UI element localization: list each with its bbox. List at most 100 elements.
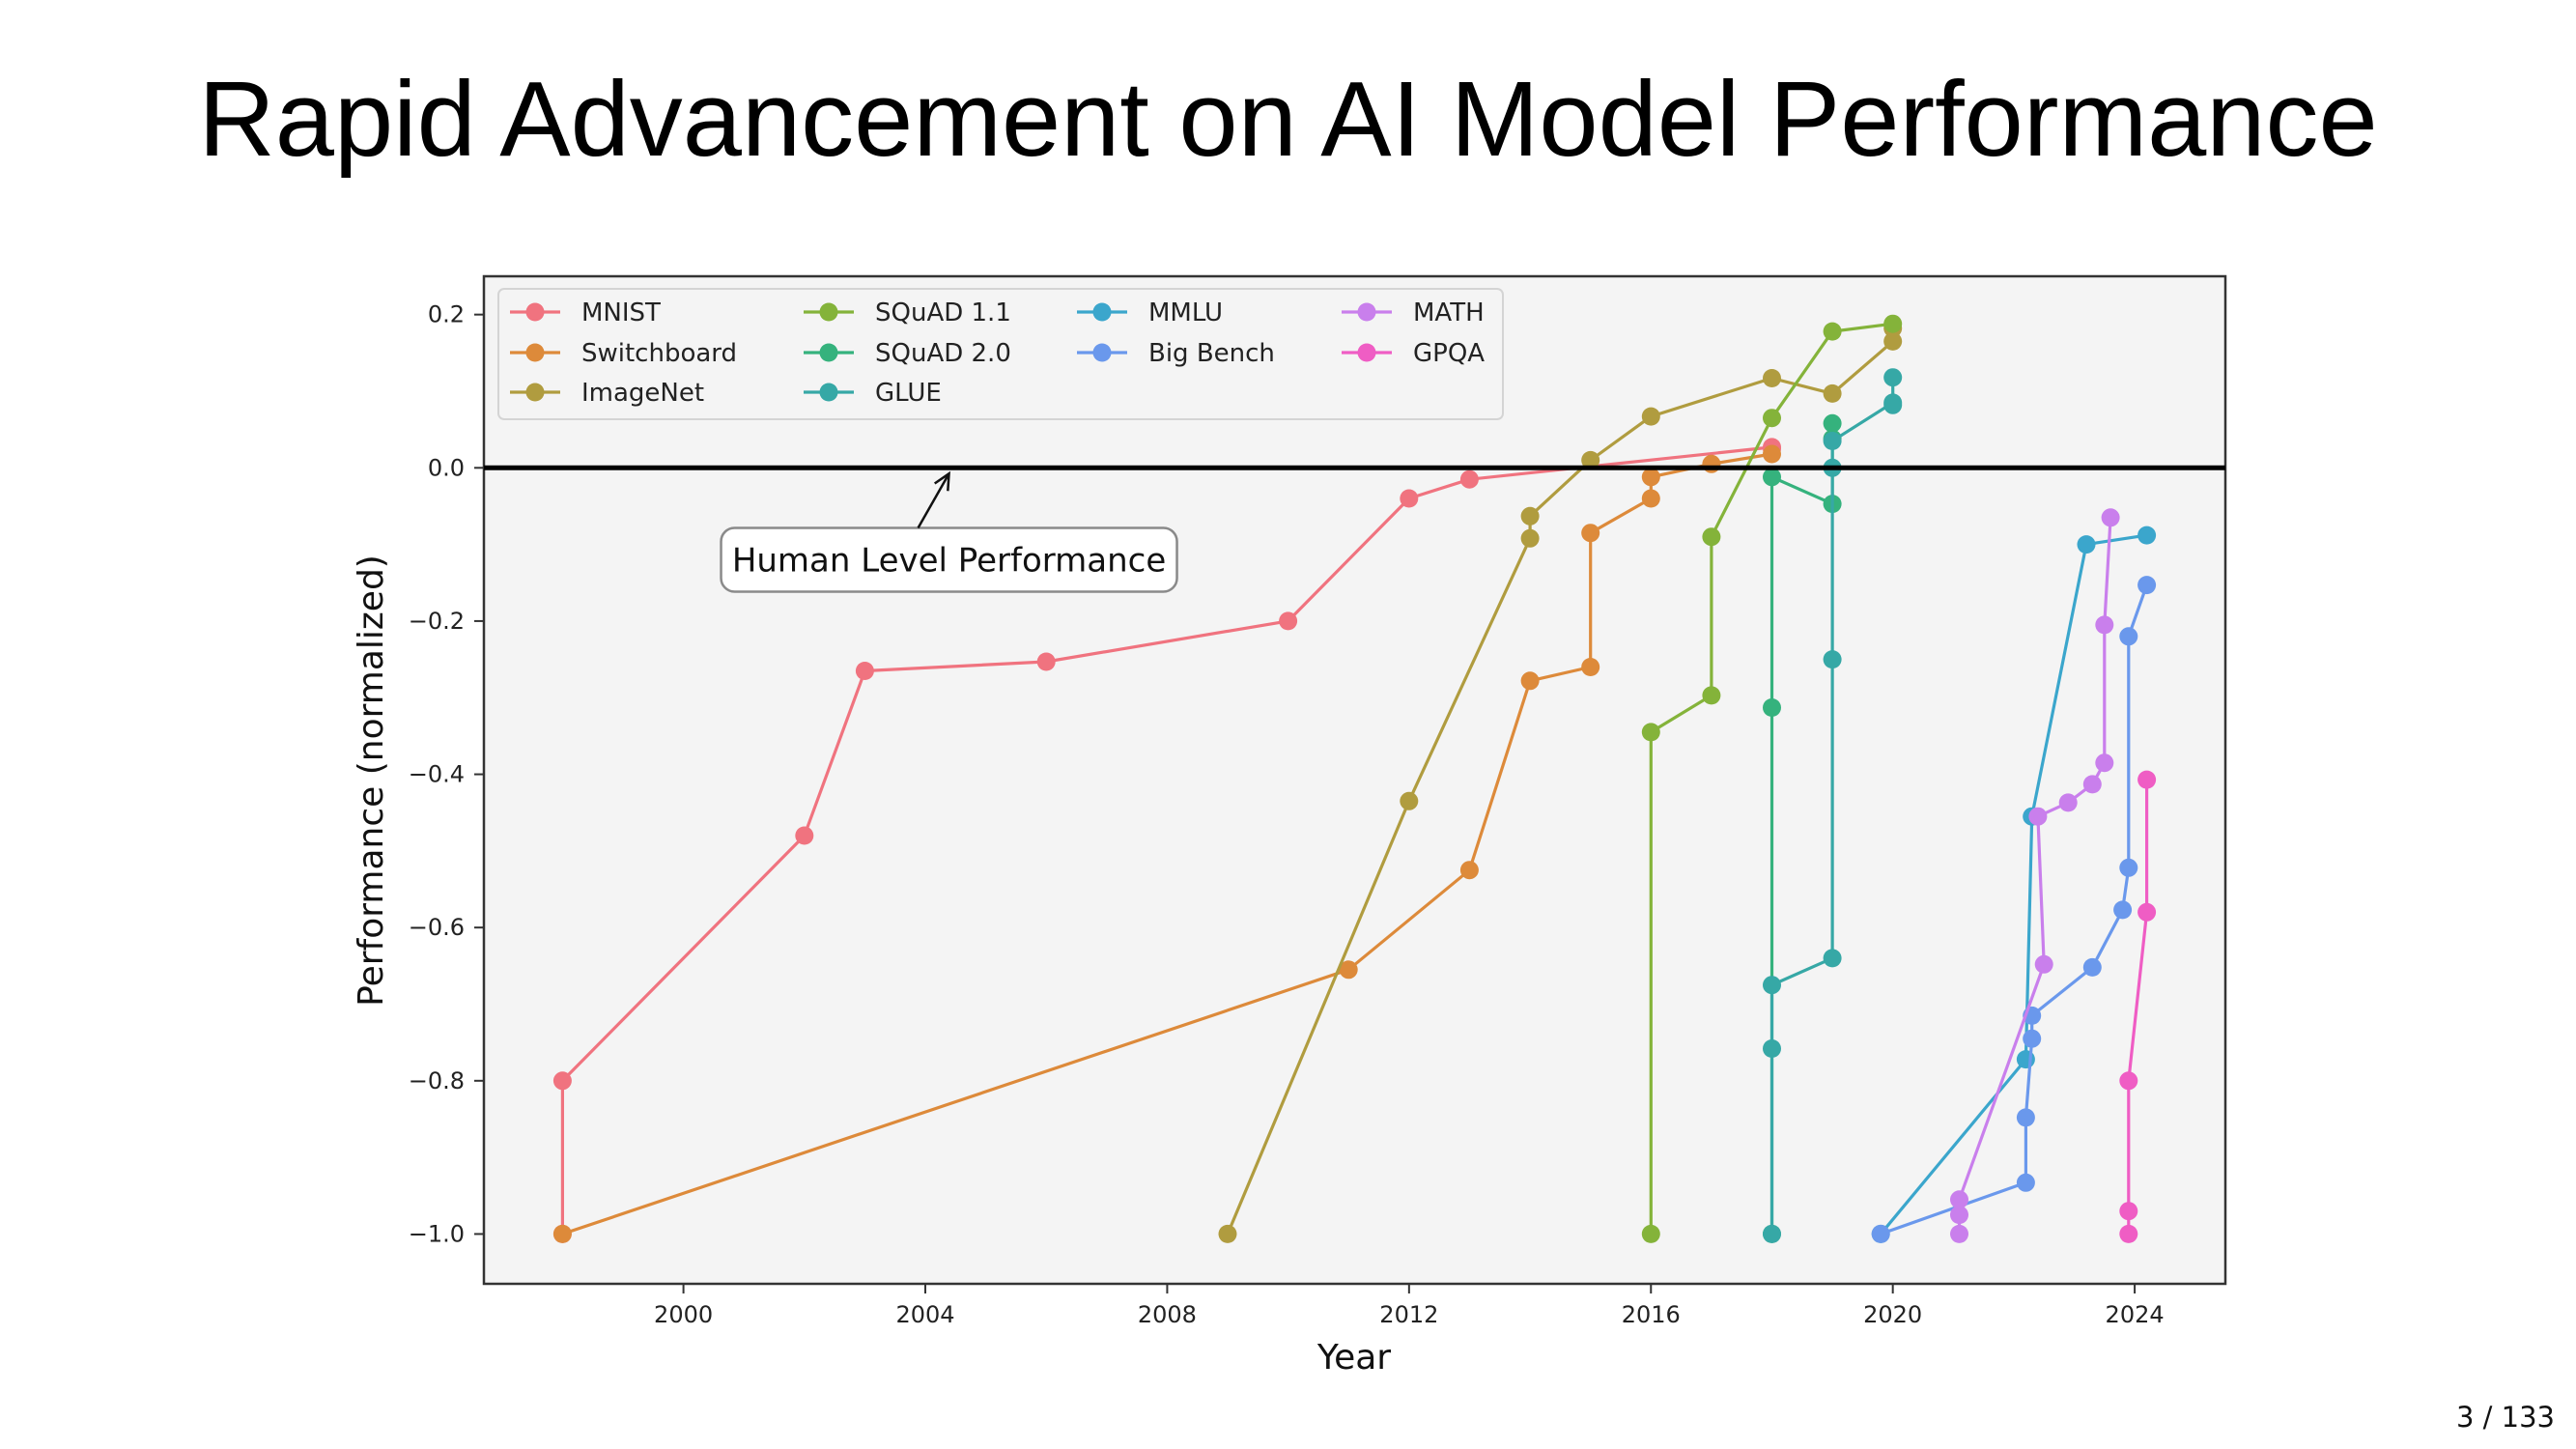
- legend-marker: [819, 383, 838, 402]
- legend-label: MATH: [1413, 298, 1485, 327]
- y-tick-label: −0.4: [409, 761, 465, 788]
- legend-item: GLUE: [804, 379, 942, 408]
- annotation-text: Human Level Performance: [732, 541, 1166, 580]
- data-point: [1459, 861, 1479, 880]
- data-point: [1036, 652, 1056, 671]
- data-point: [1763, 444, 1781, 464]
- legend-box: [497, 288, 1504, 420]
- data-point: [1883, 368, 1903, 387]
- data-point: [1950, 1224, 1968, 1243]
- human-level-annotation: Human Level Performance: [720, 470, 1178, 593]
- data-point: [2137, 770, 2157, 789]
- legend-marker: [819, 302, 838, 322]
- legend-item: SQuAD 1.1: [804, 298, 1011, 327]
- x-tick-label: 2024: [2106, 1301, 2165, 1328]
- annotation-box: [720, 526, 1178, 593]
- data-point: [2137, 576, 2157, 595]
- x-axis-label: Year: [1316, 1338, 1391, 1378]
- data-point: [2095, 753, 2114, 773]
- data-point: [1763, 698, 1781, 717]
- series-line: [1226, 327, 1895, 1236]
- data-point: [855, 662, 874, 680]
- data-point: [1883, 395, 1903, 414]
- series-math: [1950, 508, 2120, 1243]
- data-point: [1641, 407, 1660, 426]
- x-tick-label: 2000: [654, 1301, 713, 1328]
- y-tick-label: −0.6: [409, 914, 465, 941]
- series-gpqa: [2119, 770, 2157, 1243]
- data-point: [1763, 1224, 1781, 1243]
- data-point: [1823, 384, 1842, 403]
- x-tick-label: 2012: [1379, 1301, 1438, 1328]
- data-point: [1823, 949, 1842, 968]
- legend-label: Big Bench: [1148, 339, 1275, 368]
- data-point: [1581, 450, 1600, 469]
- legend-item: ImageNet: [510, 379, 704, 408]
- x-tick-label: 2008: [1138, 1301, 1197, 1328]
- data-point: [2082, 775, 2102, 794]
- y-tick-label: 0.0: [428, 454, 465, 481]
- legend-marker: [1357, 302, 1376, 322]
- slide-title: Rapid Advancement on AI Model Performanc…: [198, 60, 2378, 179]
- legend-marker: [1357, 343, 1376, 362]
- page-counter: 3 / 133: [2455, 1401, 2555, 1434]
- legend-label: SQuAD 1.1: [875, 298, 1011, 327]
- legend-item: Big Bench: [1077, 339, 1275, 368]
- y-tick-label: −0.2: [409, 608, 465, 635]
- data-point: [2119, 858, 2138, 877]
- data-point: [2082, 957, 2102, 977]
- series-imagenet: [1218, 319, 1903, 1243]
- data-point: [2119, 1071, 2138, 1091]
- data-point: [1763, 976, 1781, 995]
- x-axis-ticks: 2000 2004 2008 2012 2016 2020 2024: [654, 1284, 2165, 1328]
- data-point: [2119, 1202, 2138, 1221]
- legend-label: Switchboard: [581, 339, 737, 368]
- data-point: [2137, 526, 2157, 545]
- data-point: [1459, 469, 1479, 489]
- data-point: [1763, 369, 1781, 387]
- y-tick-label: −1.0: [409, 1220, 465, 1247]
- data-point: [2016, 1108, 2035, 1127]
- data-point: [1823, 322, 1842, 341]
- legend-label: ImageNet: [581, 379, 704, 408]
- data-point: [2095, 615, 2114, 635]
- data-point: [1823, 413, 1842, 433]
- series-line: [1880, 584, 2149, 1236]
- data-point: [1883, 314, 1903, 333]
- y-tick-label: 0.2: [428, 301, 465, 328]
- data-point: [1641, 1224, 1660, 1243]
- data-point: [1400, 489, 1419, 508]
- plot-area: [482, 274, 2227, 1286]
- series-line: [560, 445, 1774, 1235]
- data-point: [1279, 611, 1298, 631]
- legend-item: MATH: [1342, 298, 1485, 327]
- data-point: [2119, 1224, 2138, 1243]
- x-tick-label: 2016: [1622, 1301, 1681, 1328]
- data-point: [1950, 1206, 1968, 1225]
- legend-item: GPQA: [1342, 339, 1485, 368]
- legend-label: GLUE: [875, 379, 942, 408]
- data-point: [552, 1071, 572, 1091]
- x-tick-label: 2004: [895, 1301, 954, 1328]
- data-point: [1520, 528, 1540, 548]
- data-point: [795, 826, 814, 845]
- data-point: [1871, 1224, 1890, 1243]
- data-point: [1883, 331, 1903, 351]
- data-point: [1520, 506, 1540, 526]
- legend-marker: [819, 343, 838, 362]
- legend-label: MNIST: [581, 298, 661, 327]
- data-point: [2101, 508, 2120, 527]
- data-point: [2016, 1173, 2035, 1192]
- x-tick-label: 2020: [1863, 1301, 1922, 1328]
- data-point: [1823, 650, 1842, 669]
- data-point: [2113, 900, 2133, 920]
- y-axis-label: Performance (normalized): [352, 554, 391, 1007]
- data-point: [1702, 686, 1721, 705]
- annotation-arrow: [917, 472, 950, 529]
- legend: MNIST Switchboard ImageNet SQuAD 1.1 SQuAD 2…: [497, 288, 1504, 420]
- series-squad-1-1: [1641, 314, 1903, 1243]
- legend-label: SQuAD 2.0: [875, 339, 1011, 368]
- data-point: [1823, 432, 1842, 450]
- legend-item: SQuAD 2.0: [804, 339, 1011, 368]
